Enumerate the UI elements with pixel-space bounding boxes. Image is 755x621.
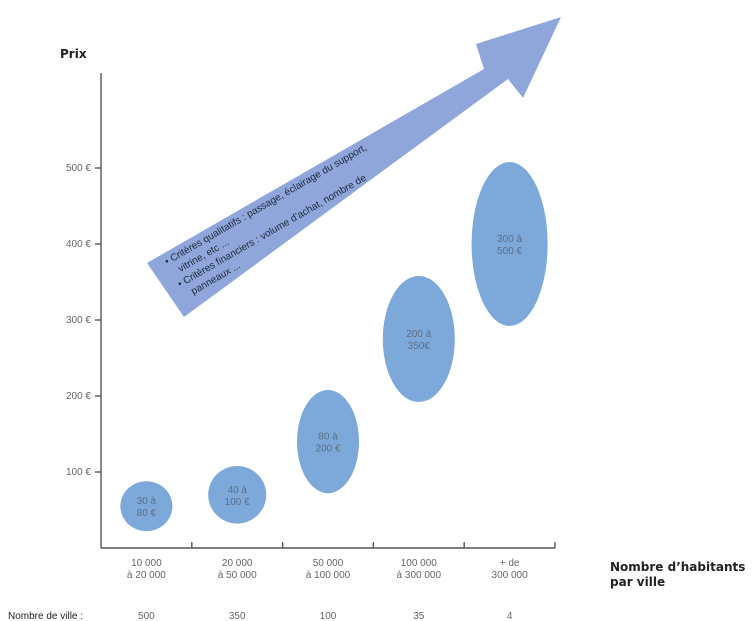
x-category-label: 20 000 bbox=[222, 558, 253, 569]
city-counts: 500 350 100 35 4 bbox=[138, 611, 513, 621]
city-count-label: Nombre de ville : bbox=[8, 611, 83, 621]
y-tick-label: 300 € bbox=[66, 315, 91, 326]
y-tick-label: 200 € bbox=[66, 391, 91, 402]
price-range-bubble bbox=[120, 481, 173, 532]
bubble-label: 80 € bbox=[137, 508, 157, 519]
y-ticks: 100 € 200 € 300 € 400 € 500 € bbox=[66, 163, 101, 478]
bubble-label: 100 € bbox=[225, 497, 250, 508]
bubble-label: 350€ bbox=[408, 341, 431, 352]
city-count-value: 100 bbox=[320, 611, 337, 621]
city-count-value: 4 bbox=[507, 611, 513, 621]
price-range-bubble bbox=[471, 162, 548, 326]
bubble-label: 40 à bbox=[227, 485, 247, 496]
x-category-label: à 20 000 bbox=[127, 570, 166, 581]
x-category-label: 10 000 bbox=[131, 558, 162, 569]
x-category-label: à 100 000 bbox=[306, 570, 351, 581]
price-range-bubble bbox=[208, 466, 267, 524]
trend-arrow-shape bbox=[147, 17, 561, 317]
y-tick-label: 500 € bbox=[66, 163, 91, 174]
city-count-value: 350 bbox=[229, 611, 246, 621]
bubble-label: 80 à bbox=[318, 432, 338, 443]
x-category-label: + de bbox=[500, 558, 520, 569]
y-tick-label: 400 € bbox=[66, 239, 91, 250]
price-range-bubble bbox=[382, 276, 455, 402]
bubble-label: 30 à bbox=[137, 496, 157, 507]
x-category-label: à 300 000 bbox=[397, 570, 442, 581]
x-axis-title-line-2: par ville bbox=[610, 575, 665, 589]
price-range-bubble bbox=[297, 390, 359, 494]
x-category-label: 300 000 bbox=[492, 570, 529, 581]
city-count-value: 35 bbox=[413, 611, 425, 621]
bubble-label: 200 à bbox=[406, 329, 431, 340]
y-tick-label: 100 € bbox=[66, 467, 91, 478]
y-axis-title: Prix bbox=[60, 47, 87, 61]
x-category-label: 100 000 bbox=[401, 558, 438, 569]
x-category-label: à 50 000 bbox=[218, 570, 257, 581]
city-count-value: 500 bbox=[138, 611, 155, 621]
bubble-label: 300 à bbox=[497, 234, 522, 245]
x-category-label: 50 000 bbox=[313, 558, 344, 569]
x-axis-title-line-1: Nombre d’habitants bbox=[610, 560, 745, 574]
bubble-label: 500 € bbox=[497, 246, 522, 257]
bubble-label: 200 € bbox=[315, 444, 340, 455]
